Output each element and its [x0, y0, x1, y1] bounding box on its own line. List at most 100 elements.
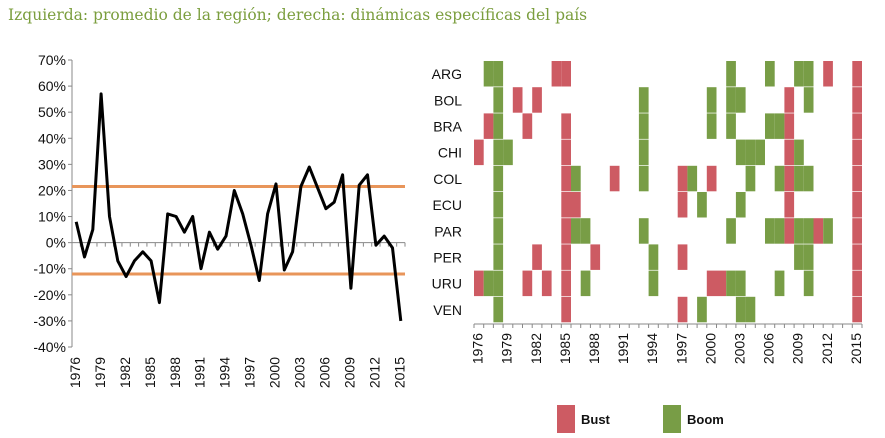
bust-cell — [561, 61, 571, 87]
boom-cell — [493, 87, 504, 113]
bust-cell — [561, 296, 571, 323]
boom-cell — [735, 270, 746, 297]
bust-cell — [561, 139, 571, 166]
bust-cell — [561, 192, 571, 218]
y-tick-label: 30% — [38, 156, 66, 172]
boom-cell — [765, 113, 775, 139]
bust-cell — [784, 139, 795, 166]
bust-cell — [522, 113, 533, 139]
boom-cell — [687, 165, 698, 192]
boom-cell — [823, 218, 833, 244]
bust-cell — [852, 270, 862, 297]
y-tick-label: -10% — [33, 261, 66, 277]
heatmap-x-tick-label: 1988 — [586, 333, 602, 364]
boom-cell — [571, 218, 581, 244]
boom-cell — [803, 270, 814, 297]
bust-cell — [784, 113, 795, 139]
bust-cell — [852, 165, 862, 192]
heatmap-x-tick-label: 2003 — [731, 333, 747, 364]
x-tick-label: 2012 — [367, 357, 383, 388]
heatmap-x-tick-label: 1985 — [557, 333, 573, 364]
bust-cell — [512, 87, 523, 113]
boom-cell — [803, 87, 814, 113]
boom-cell — [493, 218, 504, 244]
y-tick-label: 50% — [38, 104, 66, 120]
bust-cell — [852, 296, 862, 323]
heatmap-x-tick-label: 1994 — [644, 333, 660, 364]
heatmap-x-tick-label: 2015 — [848, 333, 864, 364]
heatmap-x-tick-label: 2012 — [819, 333, 835, 364]
boom-cell — [745, 296, 756, 323]
bust-cell — [561, 270, 571, 297]
boom-cell — [745, 165, 756, 192]
legend-swatch-bust — [557, 405, 575, 433]
bust-cell — [706, 270, 717, 297]
boom-cell — [726, 113, 736, 139]
bust-cell — [541, 270, 552, 297]
bust-cell — [852, 61, 862, 87]
boom-cell — [794, 139, 804, 166]
boom-cell — [794, 165, 804, 192]
x-tick-label: 1991 — [192, 357, 208, 388]
boom-cell — [735, 139, 746, 166]
boom-cell — [648, 244, 659, 270]
x-tick-label: 1982 — [117, 357, 133, 388]
bust-cell — [784, 218, 795, 244]
boom-cell — [638, 165, 649, 192]
boom-cell — [803, 61, 814, 87]
bust-cell — [852, 113, 862, 139]
bust-cell — [852, 192, 862, 218]
boom-cell — [638, 139, 649, 166]
boom-cell — [580, 218, 591, 244]
boom-cell — [774, 270, 785, 297]
bust-cell — [784, 165, 795, 192]
boom-cell — [638, 218, 649, 244]
heatmap-x-tick-label: 1991 — [615, 333, 631, 364]
y-tick-label: 60% — [38, 78, 66, 94]
x-tick-label: 2009 — [342, 357, 358, 388]
boom-cell — [493, 270, 504, 297]
country-label: ECU — [432, 197, 462, 213]
country-label: PER — [433, 250, 462, 266]
boom-cell — [765, 218, 775, 244]
heatmap-x-tick-label: 1997 — [673, 333, 689, 364]
bust-cell — [706, 165, 717, 192]
boom-cell — [735, 296, 746, 323]
left-line-chart: 70%60%50%40%30%20%10%0%-10%-20%-30%-40%1… — [33, 52, 407, 388]
boom-cell — [794, 61, 804, 87]
bust-cell — [677, 192, 688, 218]
boom-cell — [774, 218, 785, 244]
boom-cell — [697, 192, 707, 218]
bust-cell — [784, 87, 795, 113]
boom-cell — [706, 113, 717, 139]
boom-cell — [735, 192, 746, 218]
x-tick-label: 1976 — [67, 357, 83, 388]
bust-cell — [823, 61, 833, 87]
boom-cell — [726, 270, 736, 297]
boom-cell — [803, 165, 814, 192]
y-tick-label: 0% — [46, 235, 66, 251]
country-label: URU — [432, 276, 462, 292]
bust-cell — [677, 244, 688, 270]
legend-label-boom: Boom — [687, 412, 724, 427]
boom-cell — [483, 61, 494, 87]
bust-cell — [813, 218, 824, 244]
boom-cell — [493, 113, 504, 139]
x-tick-label: 2015 — [392, 357, 408, 388]
boom-cell — [726, 87, 736, 113]
boom-cell — [648, 270, 659, 297]
boom-cell — [803, 244, 814, 270]
bust-cell — [852, 139, 862, 166]
boom-cell — [735, 87, 746, 113]
country-label: COL — [433, 171, 462, 187]
bust-cell — [561, 113, 571, 139]
boom-cell — [493, 244, 504, 270]
heatmap-x-tick-label: 2006 — [761, 333, 777, 364]
bust-cell — [716, 270, 727, 297]
y-tick-label: 70% — [38, 52, 66, 68]
heatmap-x-tick-label: 2009 — [790, 333, 806, 364]
country-label: VEN — [433, 302, 462, 318]
boom-cell — [493, 61, 504, 87]
bust-cell — [609, 165, 620, 192]
boom-cell — [803, 218, 814, 244]
